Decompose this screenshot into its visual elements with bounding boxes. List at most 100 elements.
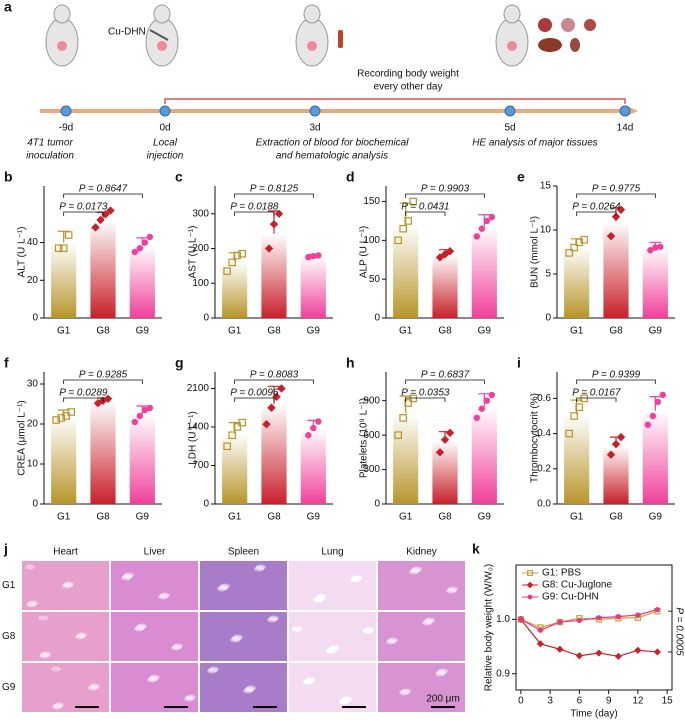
- x-tick-label: G9: [478, 326, 492, 337]
- data-point: [536, 640, 544, 648]
- p-value: P = 0.0096: [230, 388, 279, 399]
- histology-image: [378, 663, 465, 712]
- x-axis-label: Time (day): [570, 709, 617, 720]
- data-point: [62, 412, 70, 420]
- data-point: [131, 248, 139, 256]
- tissue-texture: [209, 666, 219, 672]
- significance-bracket: [405, 211, 446, 216]
- y-tick-label: 0: [203, 313, 209, 324]
- tissue-texture: [41, 651, 51, 657]
- tissue-texture: [121, 575, 131, 581]
- data-point: [305, 432, 312, 439]
- tissue-texture: [172, 644, 182, 650]
- bar: [564, 245, 590, 318]
- x-tick-label: G1: [57, 512, 71, 523]
- data-point: [57, 414, 65, 422]
- day-label: 0d: [159, 123, 170, 134]
- y-tick-label: 15: [540, 181, 552, 192]
- y-tick-label: 200: [192, 243, 209, 254]
- data-point: [580, 235, 588, 244]
- tissue-texture: [245, 686, 255, 692]
- p-value: P = 0.0289: [59, 388, 108, 399]
- panel-label: j: [3, 541, 8, 557]
- tissue-texture: [269, 615, 279, 621]
- y-axis-label: LDH (U L⁻¹): [188, 411, 199, 465]
- legend-label: G8: Cu-Juglone: [542, 580, 612, 591]
- tissue-texture: [89, 684, 99, 690]
- data-point: [570, 243, 578, 252]
- data-point: [565, 429, 573, 438]
- data-point: [103, 394, 113, 403]
- x-tick-label: G8: [438, 326, 452, 337]
- x-tick-label: G8: [267, 326, 281, 337]
- tissue-texture: [135, 625, 145, 631]
- data-point: [596, 615, 602, 621]
- data-point: [141, 406, 149, 414]
- event-label: HE analysis of major tissues: [472, 138, 598, 149]
- column-label: Liver: [144, 547, 166, 558]
- histology-image: [289, 612, 376, 661]
- tissue-texture: [305, 677, 315, 683]
- data-point: [223, 267, 231, 275]
- tissue-texture: [184, 696, 194, 702]
- event-label: injection: [147, 151, 184, 162]
- p-value: P = 0.0264: [572, 202, 621, 213]
- tissue-texture: [448, 586, 458, 592]
- day-label: -9d: [59, 123, 73, 134]
- data-point: [537, 627, 543, 633]
- y-tick-label: 20: [27, 275, 39, 286]
- data-point: [556, 645, 564, 653]
- tissue-texture: [364, 627, 374, 633]
- bar: [300, 428, 326, 504]
- bar: [261, 233, 287, 318]
- bar: [222, 261, 248, 318]
- tissue-texture: [149, 675, 159, 681]
- tissue-texture: [173, 643, 183, 649]
- row-label: G8: [2, 631, 16, 642]
- p-value: P = 0.6837: [421, 370, 470, 381]
- data-point: [59, 244, 68, 253]
- tissue-texture: [220, 583, 230, 589]
- y-tick-label: 20: [27, 419, 39, 430]
- x-tick-label: G1: [570, 326, 584, 337]
- y-tick-label: 0: [374, 313, 380, 324]
- data-point: [575, 652, 583, 660]
- tissue-texture: [159, 593, 169, 599]
- tissue-texture: [64, 581, 74, 587]
- event-label: Extraction of blood for biochemical: [256, 138, 410, 149]
- data-point: [228, 431, 236, 440]
- y-tick-label: 40: [27, 237, 39, 248]
- histology-image: [378, 561, 465, 610]
- data-point: [483, 217, 491, 225]
- significance-bracket: [63, 397, 104, 402]
- significance-bracket: [576, 193, 656, 198]
- panel-label: h: [346, 355, 355, 371]
- timepoint: [619, 105, 631, 117]
- data-point: [616, 432, 626, 442]
- significance-bracket: [63, 211, 104, 216]
- column-label: Spleen: [228, 547, 259, 558]
- legend-label: G1: PBS: [542, 568, 581, 579]
- data-point: [606, 450, 616, 459]
- y-tick-label: 100: [192, 278, 209, 289]
- data-point: [238, 418, 246, 427]
- histology-image: [200, 663, 287, 712]
- data-point: [654, 398, 662, 406]
- x-tick-label: G8: [96, 326, 110, 337]
- data-point: [614, 652, 622, 660]
- panel-label: i: [517, 355, 521, 371]
- recording-label: Recording body weight: [357, 69, 459, 80]
- p-value: P = 0.8125: [250, 184, 299, 195]
- tissue-texture: [401, 688, 411, 694]
- organs: [538, 18, 596, 52]
- y-tick-label: 0.4: [537, 428, 551, 439]
- tissue-texture: [424, 618, 434, 624]
- data-point: [106, 206, 115, 215]
- bar: [222, 433, 248, 504]
- data-point: [399, 414, 407, 422]
- x-tick-label: G1: [228, 326, 242, 337]
- data-point: [394, 236, 402, 245]
- data-point: [146, 404, 154, 412]
- tissue-texture: [352, 575, 362, 581]
- tissue-texture: [243, 688, 253, 694]
